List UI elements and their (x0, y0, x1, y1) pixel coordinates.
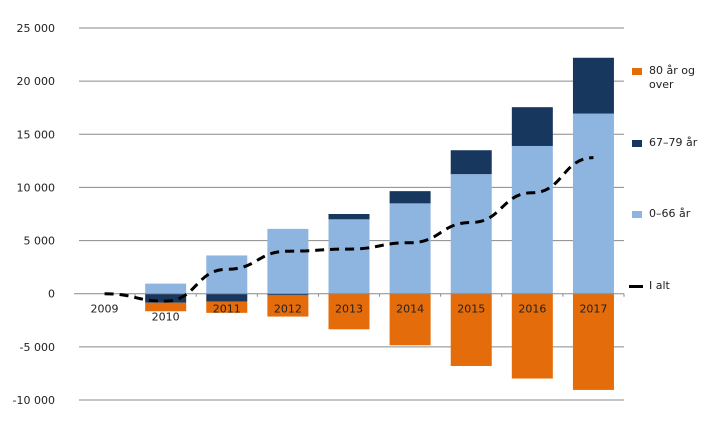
x-tick-label: 2015 (457, 303, 485, 316)
bar-67-79-r-2010 (145, 293, 187, 303)
legend-label: I alt (649, 279, 670, 292)
line-i-alt (104, 156, 594, 303)
bar-0-66-r-2010 (145, 283, 187, 294)
bar-80-r-og-over-2013 (328, 293, 370, 330)
y-tick-label: -10 000 (13, 394, 55, 407)
bar-0-66-r-2014 (389, 203, 431, 294)
bar-80-r-og-over-2015 (450, 293, 492, 366)
x-tick-label: 2013 (335, 303, 363, 316)
bar-0-66-r-2013 (328, 219, 370, 294)
x-tick-label: 2014 (396, 303, 424, 316)
legend-swatch (632, 211, 642, 218)
bar-67-79-r-2017 (572, 57, 614, 114)
x-tick-label: 2010 (152, 311, 180, 324)
bar-80-r-og-over-2017 (572, 293, 614, 390)
x-tick-label: 2016 (518, 303, 546, 316)
legend-swatch (632, 68, 642, 75)
bar-67-79-r-2011 (206, 293, 248, 302)
y-axis-tick-labels: -10 000 -5 000 0 5 000 10 000 15 000 20 000 25 … (13, 22, 55, 407)
bar-0-66-r-2011 (206, 255, 248, 294)
bar-67-79-r-2014 (389, 191, 431, 204)
y-tick-label: 25 000 (17, 22, 56, 35)
bar-67-79-r-2016 (511, 107, 553, 146)
x-tick-label: 2009 (91, 303, 119, 316)
x-axis (74, 293, 625, 297)
bar-80-r-og-over-2016 (511, 293, 553, 379)
legend-label: 80 år og over (649, 64, 695, 91)
bars (145, 57, 614, 390)
x-tick-label: 2017 (579, 303, 607, 316)
y-tick-label: 0 (48, 288, 55, 301)
bar-0-66-r-2016 (511, 145, 553, 294)
legend-swatch (632, 140, 642, 147)
bar-80-r-og-over-2014 (389, 293, 431, 346)
legend-label: 67–79 år (649, 136, 698, 149)
y-tick-label: 15 000 (17, 128, 56, 141)
total-line (104, 156, 594, 303)
x-axis-tick-labels: 2009 2010 2011 2012 2013 2014 2015 2016 2017 (91, 303, 608, 324)
bar-67-79-r-2015 (450, 150, 492, 175)
bar-67-79-r-2012 (267, 293, 309, 296)
bar-80-r-og-over-2011 (206, 301, 248, 313)
x-tick-label: 2011 (213, 303, 241, 316)
legend: 80 år og over 67–79 år 0–66 år I alt (629, 0, 719, 300)
x-tick-label: 2012 (274, 303, 302, 316)
y-tick-label: 10 000 (17, 181, 56, 194)
legend-line-swatch (629, 285, 643, 288)
bar-0-66-r-2017 (572, 113, 614, 294)
bar-67-79-r-2013 (328, 214, 370, 220)
bar-80-r-og-over-2012 (267, 295, 309, 317)
y-tick-label: -5 000 (20, 341, 55, 354)
bar-0-66-r-2015 (450, 174, 492, 294)
y-tick-label: 5 000 (24, 235, 56, 248)
bar-0-66-r-2012 (267, 228, 309, 294)
legend-label: 0–66 år (649, 207, 691, 220)
y-tick-label: 20 000 (17, 75, 56, 88)
bar-80-r-og-over-2010 (145, 302, 187, 312)
